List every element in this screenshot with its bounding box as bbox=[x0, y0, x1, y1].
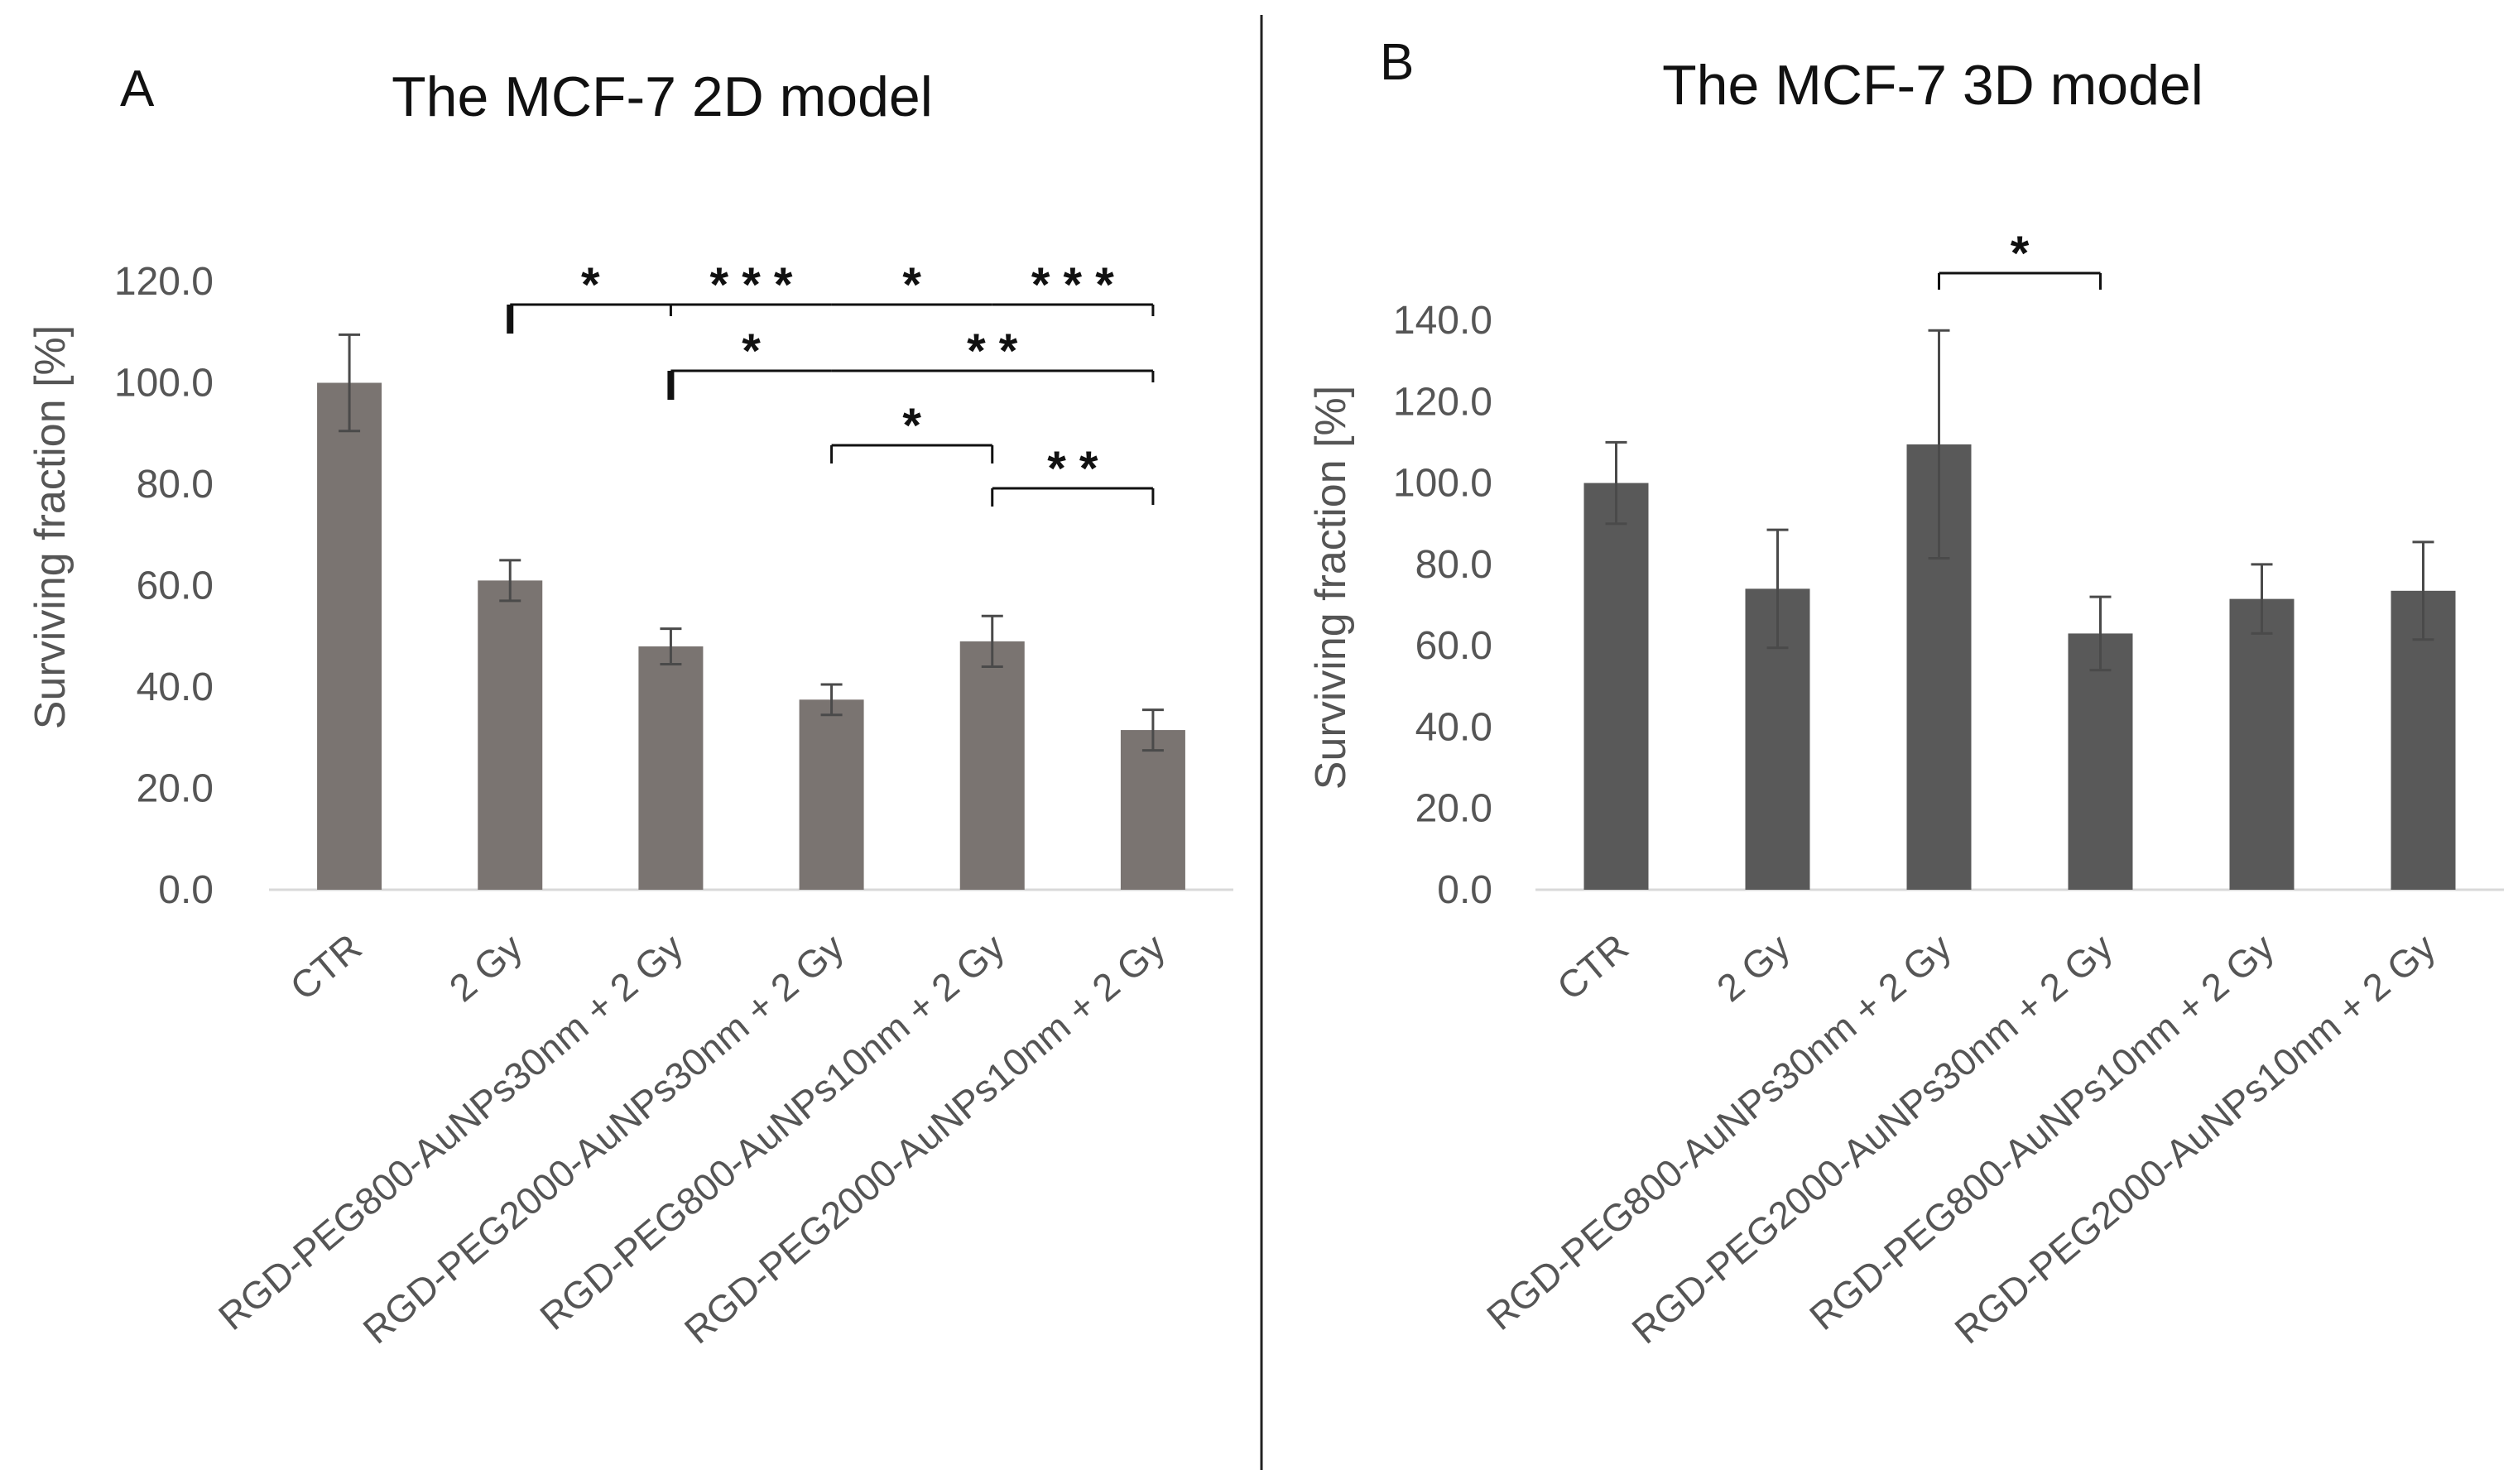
panel-b-y-tick-label: 140.0 bbox=[1393, 299, 1492, 343]
panel-b-y-tick-label: 100.0 bbox=[1393, 462, 1492, 506]
panel-a-y-tick-label: 60.0 bbox=[137, 564, 214, 608]
panel-b-y-tick-label: 80.0 bbox=[1415, 543, 1492, 587]
panel-a-y-tick-label: 20.0 bbox=[137, 767, 214, 811]
panel-b-category-label: CTR bbox=[1549, 925, 1636, 1009]
panel-b-letter: B bbox=[1380, 34, 1414, 91]
panel-b-significance-label: * bbox=[2011, 227, 2030, 281]
panel-b-y-tick-label: 20.0 bbox=[1415, 787, 1492, 831]
panel-b-y-tick-label: 40.0 bbox=[1415, 705, 1492, 749]
panel-b-bar bbox=[2229, 598, 2295, 890]
panel-a-significance-label: * bbox=[742, 324, 761, 378]
panel-a-letter: A bbox=[120, 60, 155, 118]
panel-a-significance-label: * * bbox=[1047, 442, 1098, 496]
panel-a-category-label: 2 Gy bbox=[441, 925, 531, 1010]
panel-b-y-tick-label: 120.0 bbox=[1393, 380, 1492, 424]
panel-a-significance-label: * bbox=[581, 258, 600, 312]
panel-a-bar bbox=[799, 699, 864, 890]
panel-a-y-tick-label: 100.0 bbox=[114, 362, 214, 406]
panel-a-significance-label: * * * bbox=[710, 258, 793, 312]
panel-a-bar bbox=[478, 580, 543, 890]
panel-b-plot: 0.0 20.0 40.0 60.0 80.0 100.0 120.0 140.0 CTR 2 G… bbox=[1393, 227, 2504, 1352]
panel-a-significance-label: * bbox=[902, 258, 921, 312]
panel-b-bar bbox=[1583, 483, 1649, 890]
panel-b-bar bbox=[2068, 633, 2133, 890]
panel-b-y-axis-label: Surviving fraction [%] bbox=[1307, 386, 1355, 790]
panel-a-y-axis-label: Surviving fraction [%] bbox=[26, 325, 74, 729]
panel-a-title: The MCF-7 2D model bbox=[392, 65, 933, 128]
panel-a-bar bbox=[317, 382, 382, 890]
panel-a-category-label: CTR bbox=[282, 925, 370, 1009]
panel-a-significance-label: * * bbox=[967, 324, 1018, 378]
panel-a-y-tick-label: 120.0 bbox=[114, 260, 214, 304]
panel-b-category-label: 2 Gy bbox=[1708, 925, 1798, 1010]
panel-a: A The MCF-7 2D model Surviving fraction … bbox=[26, 60, 1233, 1352]
panel-a-y-tick-label: 80.0 bbox=[137, 463, 214, 507]
panel-b: B The MCF-7 3D model Surviving fraction … bbox=[1307, 34, 2504, 1352]
panel-a-significance-label: * bbox=[902, 399, 921, 453]
panel-b-y-tick-label: 60.0 bbox=[1415, 624, 1492, 668]
panel-a-bar bbox=[1120, 730, 1185, 890]
panel-a-significance-label: * * * bbox=[1031, 258, 1114, 312]
panel-b-title: The MCF-7 3D model bbox=[1662, 54, 2203, 117]
panel-a-y-tick-label: 0.0 bbox=[158, 868, 214, 912]
panel-a-y-tick-label: 40.0 bbox=[137, 665, 214, 709]
panel-a-bar bbox=[959, 641, 1025, 890]
panel-b-y-tick-label: 0.0 bbox=[1437, 868, 1492, 912]
panel-a-bar bbox=[638, 646, 704, 890]
